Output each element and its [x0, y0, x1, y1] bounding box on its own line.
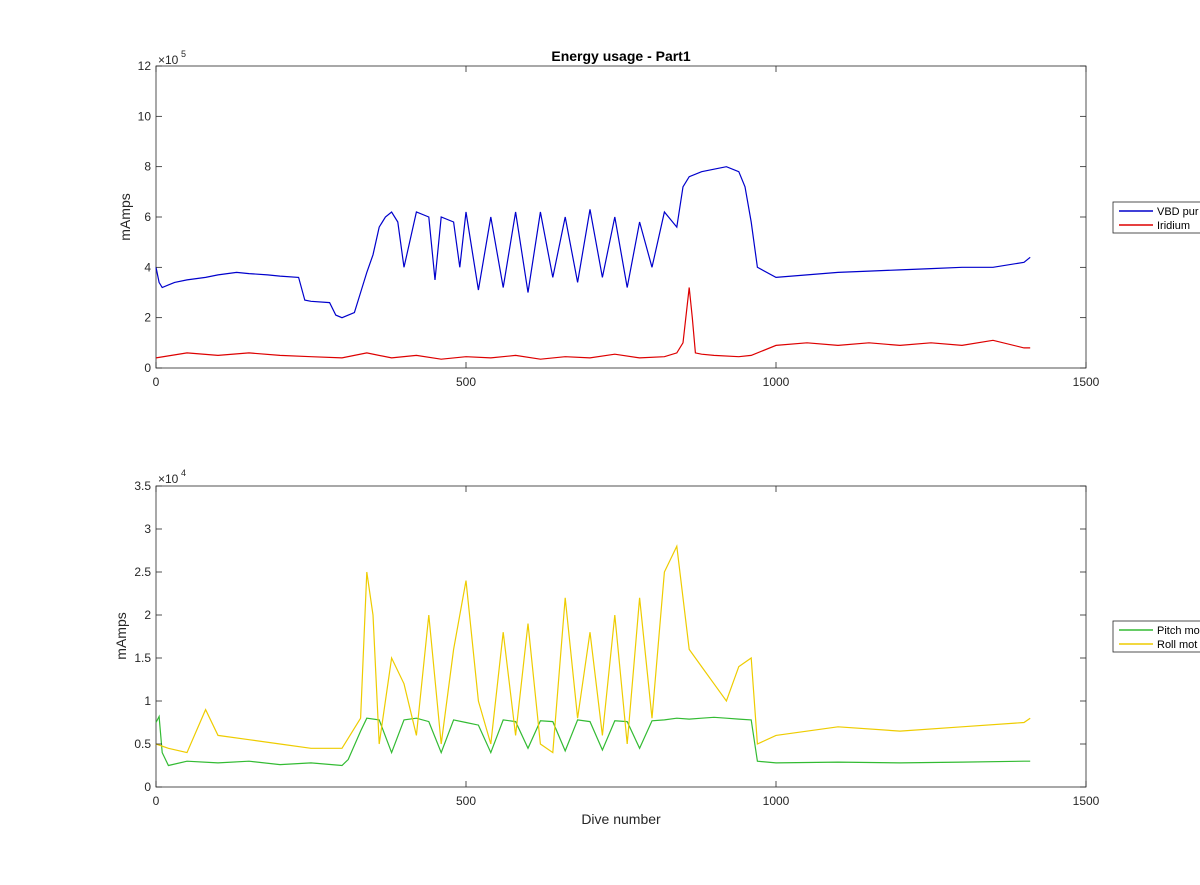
y-tick-label: 3.5 [134, 479, 151, 493]
y-tick-label: 0 [144, 361, 151, 375]
legend-label: VBD pur [1157, 206, 1199, 218]
series-line-0 [155, 166, 1031, 319]
energy-chart-motors: 0 500 1000 1500 0 0.5 1 1.5 2 2.5 3 3.5 ×10 4 mAmp… [113, 468, 1200, 827]
y-tick-label: 12 [138, 59, 152, 73]
y-exponent-base: ×10 [158, 472, 179, 486]
y-tick-label: 10 [138, 109, 152, 123]
y-tick-label: 8 [144, 160, 151, 174]
y-axis-label: mAmps [117, 193, 133, 240]
series-line-0 [155, 714, 1031, 767]
y-tick-label: 1 [144, 694, 151, 708]
x-tick-label: 0 [153, 375, 160, 389]
y-tick-label: 3 [144, 522, 151, 536]
y-tick-label: 2 [144, 311, 151, 325]
x-ticks: 0 500 1000 1500 [153, 66, 1100, 389]
series-layer [155, 544, 1031, 767]
y-tick-label: 0 [144, 780, 151, 794]
y-tick-label: 2 [144, 608, 151, 622]
x-tick-label: 500 [456, 375, 476, 389]
axes-box [155, 485, 1087, 788]
y-tick-label: 2.5 [134, 565, 151, 579]
series-line-1 [155, 544, 1031, 754]
x-tick-label: 1500 [1073, 794, 1100, 808]
y-tick-label: 6 [144, 210, 151, 224]
chart-title: Energy usage - Part1 [551, 48, 690, 64]
series-line-1 [155, 287, 1031, 360]
y-tick-label: 1.5 [134, 651, 151, 665]
y-tick-label: 4 [144, 260, 151, 274]
y-exponent-base: ×10 [158, 53, 179, 67]
y-exponent-power: 4 [181, 468, 186, 478]
legend: VBD pur Iridium [1112, 201, 1200, 234]
legend-box [1112, 620, 1200, 653]
energy-chart-part1: Energy usage - Part1 0 500 1000 1500 0 2 4 6 8 1… [117, 48, 1200, 389]
x-tick-label: 1000 [763, 794, 790, 808]
y-ticks: 0 2 4 6 8 10 12 [138, 59, 1086, 375]
legend-box [1112, 201, 1200, 234]
y-axis-label: mAmps [113, 612, 129, 659]
x-tick-label: 500 [456, 794, 476, 808]
x-tick-label: 1500 [1073, 375, 1100, 389]
x-tick-label: 1000 [763, 375, 790, 389]
y-ticks: 0 0.5 1 1.5 2 2.5 3 3.5 [134, 479, 1086, 794]
y-tick-label: 0.5 [134, 737, 151, 751]
x-axis-label: Dive number [581, 811, 661, 827]
legend-label: Pitch mo [1157, 625, 1200, 637]
legend: Pitch mo Roll mot [1112, 620, 1200, 653]
series-layer [155, 166, 1031, 360]
x-tick-label: 0 [153, 794, 160, 808]
x-ticks: 0 500 1000 1500 [153, 486, 1100, 808]
y-exponent-power: 5 [181, 49, 186, 59]
legend-label: Roll mot [1157, 639, 1197, 651]
axes-box [155, 65, 1087, 369]
legend-label: Iridium [1157, 220, 1190, 232]
